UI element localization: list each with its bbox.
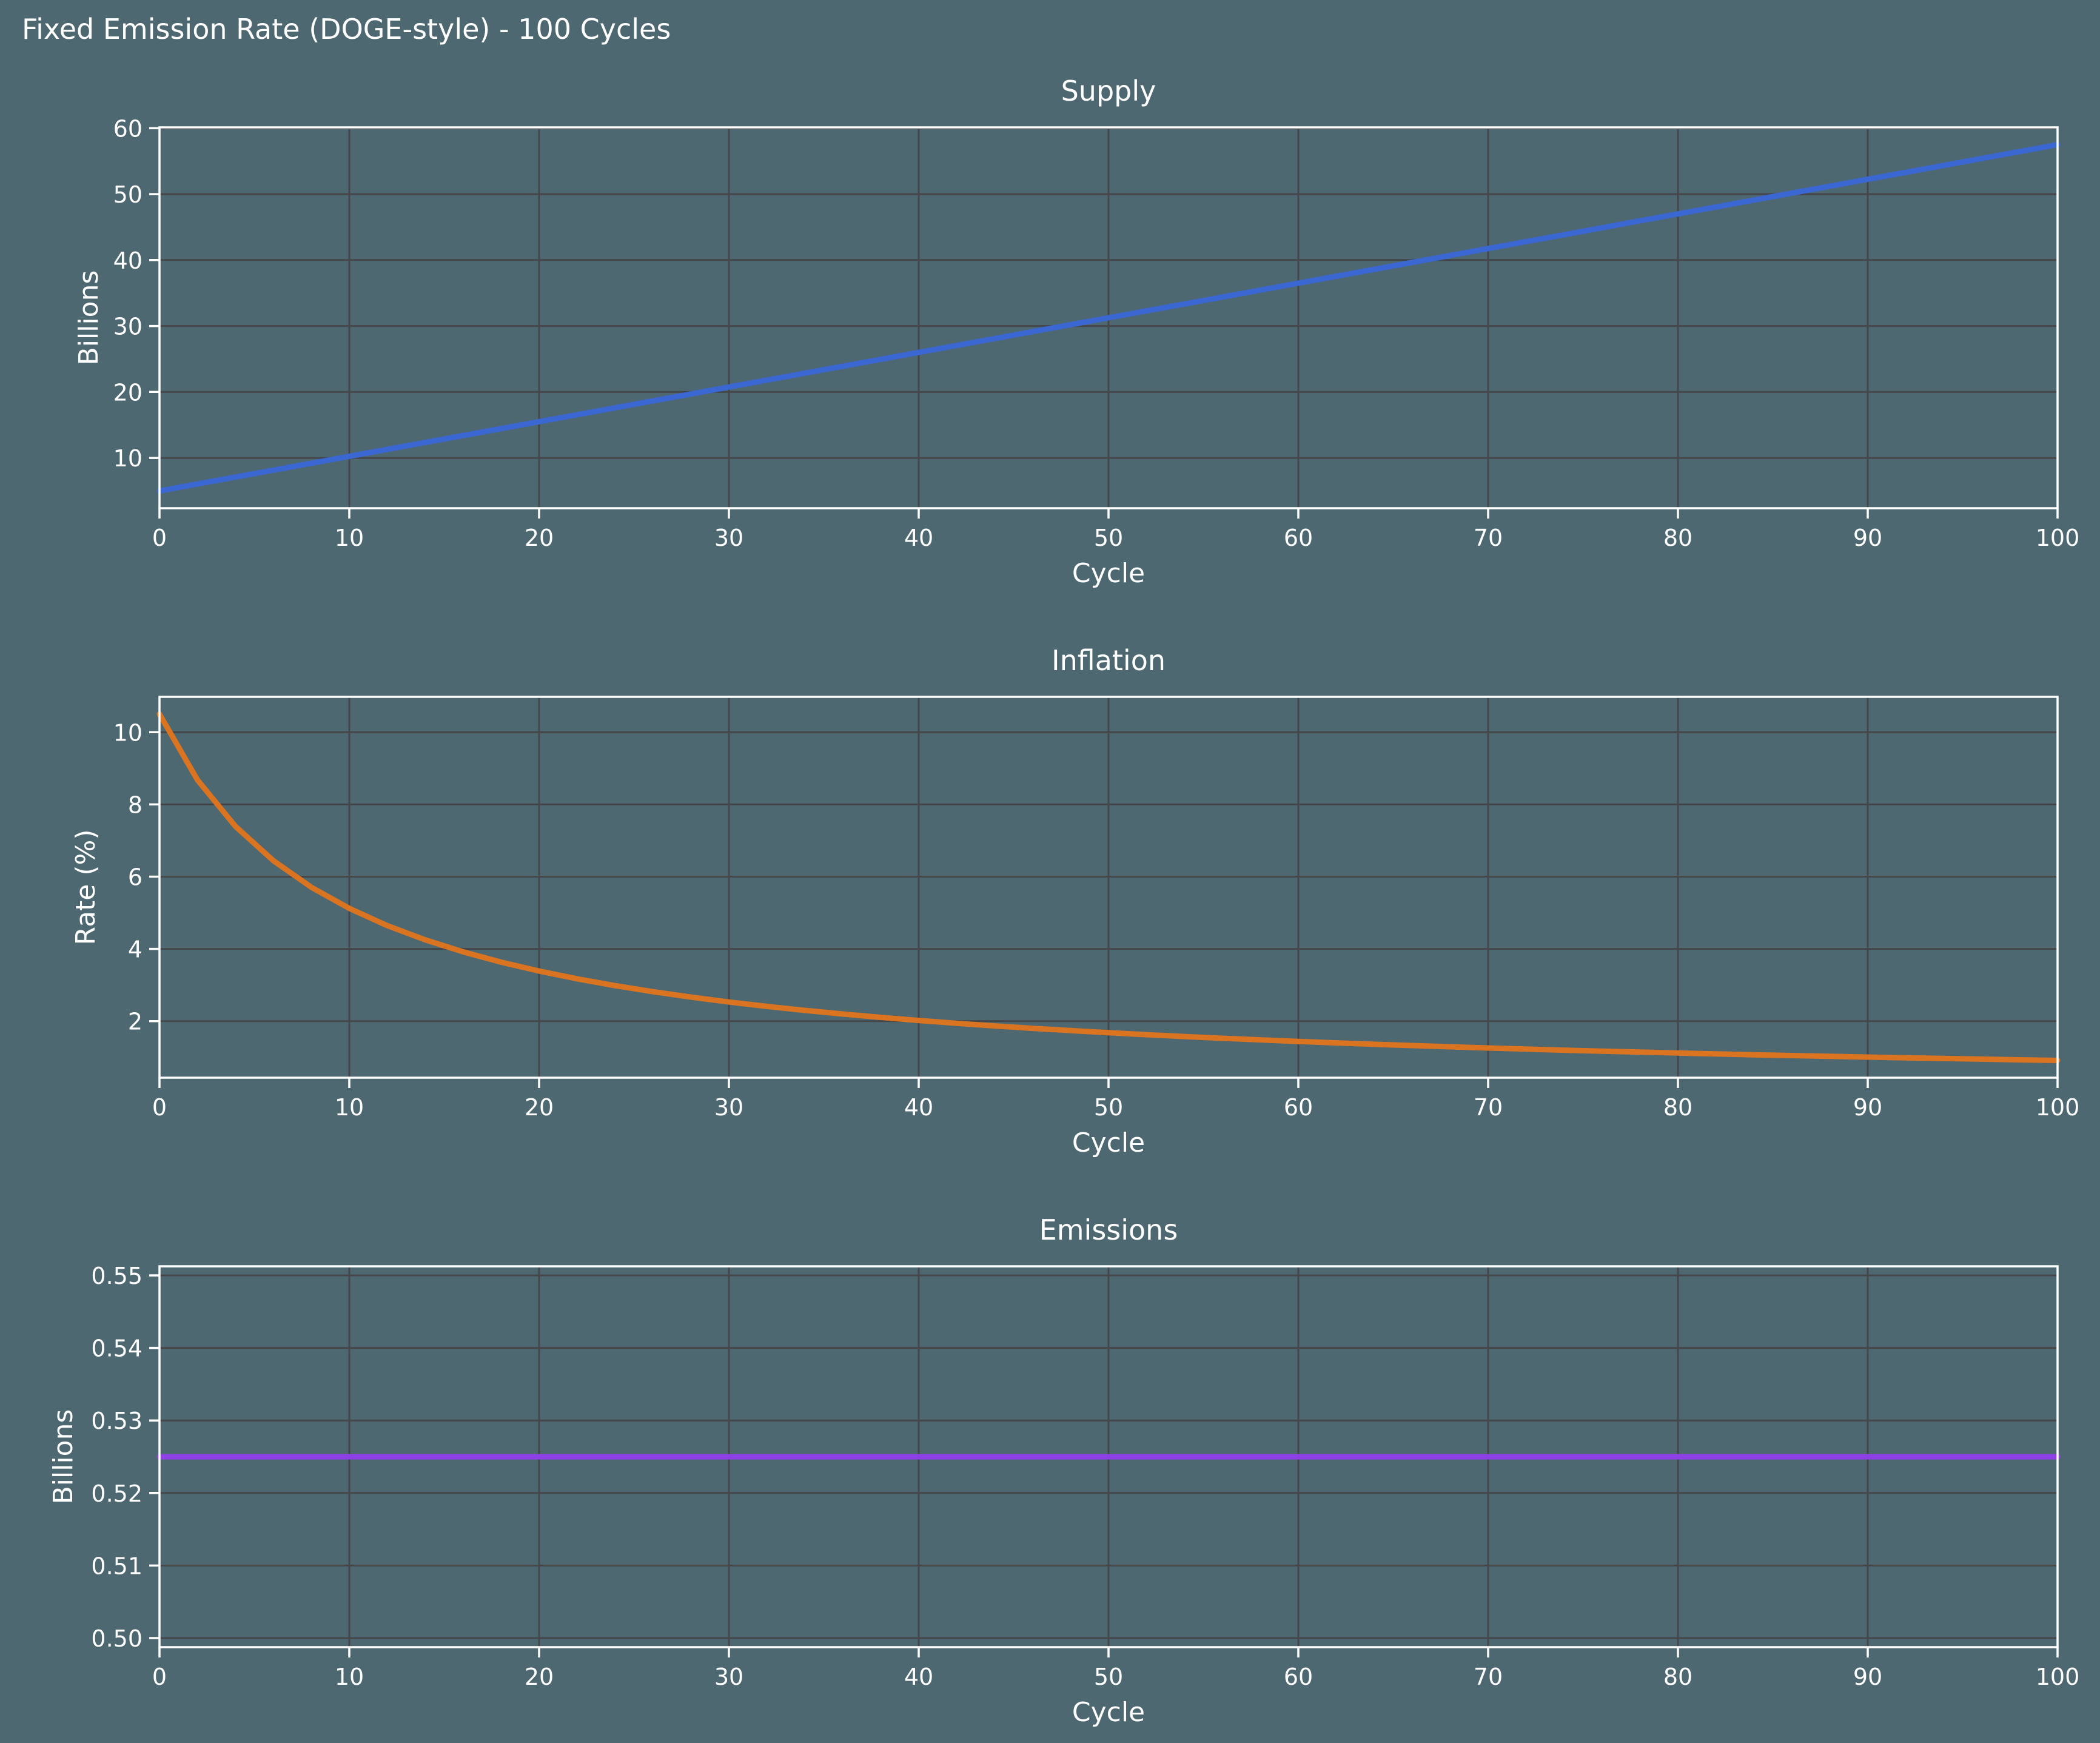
svg-text:10: 10: [335, 525, 364, 551]
svg-text:70: 70: [1474, 1094, 1503, 1121]
svg-text:40: 40: [904, 525, 933, 551]
svg-text:50: 50: [1094, 1664, 1123, 1690]
x-tick-labels: 0 10 20 30 40 50 60 70 80 90 100: [152, 1664, 2079, 1690]
x-axis-label-supply: Cycle: [1072, 558, 1146, 589]
svg-text:40: 40: [113, 247, 143, 274]
tick-marks: [149, 731, 2059, 1088]
y-tick-labels: 0.50 0.51 0.52 0.53 0.54 0.55: [91, 1263, 143, 1652]
svg-text:10: 10: [113, 445, 143, 472]
svg-text:0: 0: [152, 525, 167, 551]
svg-text:70: 70: [1474, 1664, 1503, 1690]
svg-text:20: 20: [525, 525, 554, 551]
inflation-plot-area: 0 10 20 30 40 50 60 70 80 90 100 2 4 6 8 10: [113, 696, 2079, 1121]
svg-text:60: 60: [1284, 525, 1313, 551]
svg-text:0.51: 0.51: [91, 1553, 143, 1579]
svg-text:80: 80: [1663, 1664, 1692, 1690]
svg-text:6: 6: [128, 864, 143, 891]
svg-text:90: 90: [1853, 1094, 1882, 1121]
svg-text:70: 70: [1474, 525, 1503, 551]
subplot-title-supply: Supply: [1061, 75, 1156, 107]
svg-text:10: 10: [335, 1664, 364, 1690]
svg-text:0.53: 0.53: [91, 1408, 143, 1434]
svg-text:30: 30: [113, 314, 143, 340]
svg-text:30: 30: [714, 525, 743, 551]
svg-text:40: 40: [904, 1094, 933, 1121]
svg-text:10: 10: [335, 1094, 364, 1121]
svg-text:20: 20: [525, 1664, 554, 1690]
grid-lines: [158, 697, 2059, 1078]
svg-text:60: 60: [1284, 1094, 1313, 1121]
emissions-plot-area: 0 10 20 30 40 50 60 70 80 90 1000.500.510.520.530.…: [91, 1263, 2079, 1690]
svg-text:40: 40: [904, 1664, 933, 1690]
svg-text:80: 80: [1663, 1094, 1692, 1121]
x-tick-labels: 0 10 20 30 40 50 60 70 80 90 100: [152, 525, 2079, 551]
svg-text:0.52: 0.52: [91, 1480, 143, 1507]
svg-text:60: 60: [1284, 1664, 1313, 1690]
svg-text:0: 0: [152, 1664, 167, 1690]
y-axis-label-supply: Billions: [73, 270, 104, 366]
svg-text:100: 100: [2036, 525, 2080, 551]
svg-text:30: 30: [714, 1094, 743, 1121]
svg-text:0.55: 0.55: [91, 1263, 143, 1289]
x-tick-labels: 0 10 20 30 40 50 60 70 80 90 100: [152, 1094, 2079, 1121]
y-axis-label-emissions: Billions: [48, 1409, 79, 1505]
tick-marks: [149, 127, 2059, 519]
inflation-line: [156, 711, 2061, 1063]
figure-title: Fixed Emission Rate (DOGE-style) - 100 C…: [22, 13, 671, 45]
supply-plot-area: 0 10 20 30 40 50 60 70 80 90 100 10 20 30 40 50 60: [113, 115, 2080, 551]
svg-text:10: 10: [113, 719, 143, 746]
svg-text:100: 100: [2036, 1094, 2080, 1121]
svg-text:60: 60: [113, 115, 143, 142]
y-axis-label-inflation: Rate (%): [70, 829, 101, 945]
y-tick-labels: 10 20 30 40 50 60: [113, 115, 143, 472]
svg-text:50: 50: [1094, 1094, 1123, 1121]
supply-line: [156, 142, 2061, 494]
x-axis-label-inflation: Cycle: [1072, 1127, 1146, 1158]
y-tick-labels: 2 4 6 8 10: [113, 719, 143, 1035]
svg-text:90: 90: [1853, 525, 1882, 551]
svg-text:20: 20: [113, 379, 143, 406]
svg-text:50: 50: [1094, 525, 1123, 551]
svg-text:100: 100: [2036, 1664, 2080, 1690]
svg-text:0: 0: [152, 1094, 167, 1121]
subplot-title-emissions: Emissions: [1039, 1214, 1178, 1246]
svg-text:80: 80: [1663, 525, 1692, 551]
svg-text:50: 50: [113, 181, 143, 208]
svg-text:20: 20: [525, 1094, 554, 1121]
svg-text:2: 2: [128, 1009, 143, 1035]
tick-marks: [149, 1274, 2059, 1657]
svg-text:0.50: 0.50: [91, 1625, 143, 1652]
x-axis-label-emissions: Cycle: [1072, 1697, 1146, 1728]
svg-text:30: 30: [714, 1664, 743, 1690]
svg-text:90: 90: [1853, 1664, 1882, 1690]
svg-text:4: 4: [128, 936, 143, 963]
svg-text:0.54: 0.54: [91, 1335, 143, 1362]
subplot-title-inflation: Inflation: [1052, 644, 1166, 677]
svg-text:8: 8: [128, 791, 143, 818]
